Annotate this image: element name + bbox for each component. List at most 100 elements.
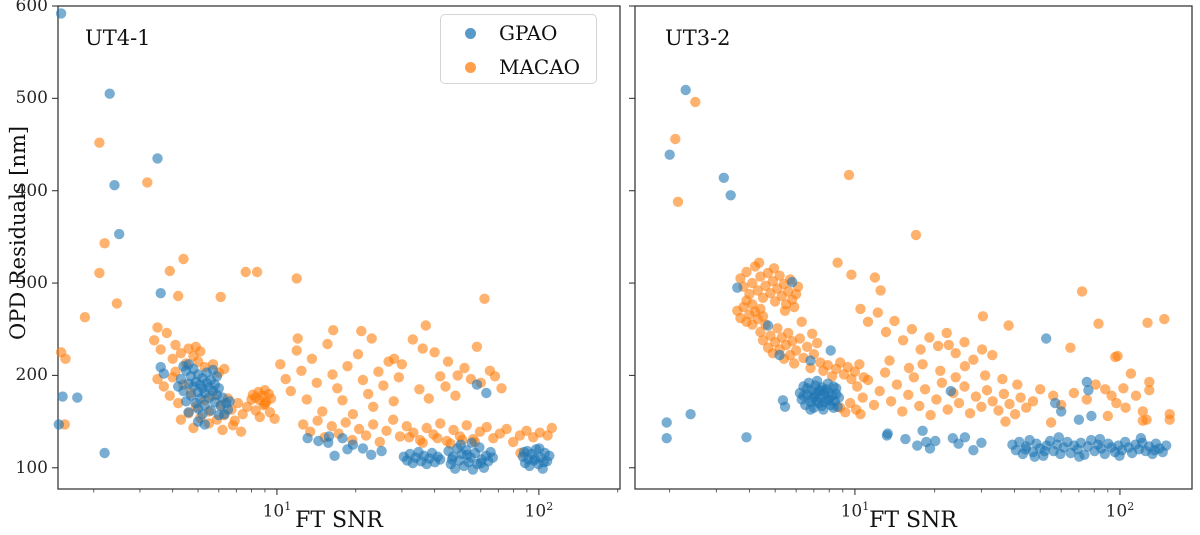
data-point xyxy=(805,404,816,415)
data-point xyxy=(772,323,783,334)
data-point xyxy=(393,372,404,383)
data-point xyxy=(363,388,374,400)
data-point xyxy=(1161,440,1172,451)
data-point xyxy=(332,383,343,394)
data-point xyxy=(1012,379,1023,390)
legend-marker-icon xyxy=(465,28,476,39)
data-point xyxy=(435,418,446,429)
data-point xyxy=(366,449,377,460)
data-point xyxy=(1027,396,1039,407)
data-point xyxy=(501,423,512,435)
data-point xyxy=(104,88,115,99)
data-point xyxy=(173,381,184,392)
data-point xyxy=(959,361,971,372)
y-tick-label: 500 xyxy=(15,88,48,109)
data-point xyxy=(373,366,384,377)
data-point xyxy=(178,253,189,265)
panel-title-left: UT4-1 xyxy=(85,26,151,50)
data-point xyxy=(757,292,769,303)
data-point xyxy=(164,390,175,401)
data-point xyxy=(280,373,291,385)
data-point xyxy=(903,389,914,400)
data-point xyxy=(72,392,83,403)
data-point xyxy=(868,399,880,411)
data-point xyxy=(854,359,865,370)
data-point xyxy=(801,383,813,394)
data-point xyxy=(327,369,338,380)
data-point xyxy=(835,357,846,368)
data-point xyxy=(328,325,339,336)
data-point xyxy=(741,432,752,443)
data-point xyxy=(953,438,964,449)
data-point xyxy=(903,362,915,374)
data-point xyxy=(435,371,446,382)
data-point xyxy=(199,419,210,430)
data-point xyxy=(670,133,681,145)
legend-item-macao: MACAO xyxy=(441,52,596,83)
data-point xyxy=(875,285,886,296)
data-point xyxy=(442,356,454,367)
data-point xyxy=(360,430,372,441)
data-point xyxy=(183,359,194,370)
data-point xyxy=(347,409,359,420)
data-point xyxy=(466,437,477,448)
series-macao xyxy=(55,137,557,459)
data-point xyxy=(79,312,91,323)
data-point xyxy=(205,405,217,416)
data-point xyxy=(323,431,335,442)
data-point xyxy=(158,368,169,379)
data-point xyxy=(99,447,110,459)
data-point xyxy=(1149,445,1160,456)
data-point xyxy=(149,335,160,346)
panel-title-right: UT3-2 xyxy=(665,26,731,50)
data-point xyxy=(855,409,866,420)
data-point xyxy=(452,370,463,381)
data-point xyxy=(925,409,936,421)
data-point xyxy=(998,388,1010,400)
data-point xyxy=(762,320,774,331)
data-point xyxy=(388,353,400,364)
data-point xyxy=(215,291,226,303)
data-point xyxy=(976,437,987,448)
data-point xyxy=(161,327,172,339)
data-point xyxy=(394,431,406,442)
data-point xyxy=(158,381,169,392)
data-point xyxy=(1142,317,1153,328)
data-point xyxy=(534,443,545,454)
data-point xyxy=(414,384,425,395)
data-point xyxy=(1020,402,1032,413)
y-tick-label: 600 xyxy=(15,0,48,16)
data-point xyxy=(1110,351,1121,363)
data-point xyxy=(725,190,736,201)
data-point xyxy=(401,421,412,432)
data-point xyxy=(312,415,323,426)
data-point xyxy=(404,432,415,443)
data-point xyxy=(432,433,443,444)
data-point xyxy=(1120,402,1131,413)
x-tick-label: 101 xyxy=(262,500,292,522)
data-point xyxy=(489,371,501,382)
data-point xyxy=(258,399,269,411)
data-point xyxy=(217,424,228,436)
data-point xyxy=(685,409,696,420)
data-point xyxy=(175,348,187,359)
data-point xyxy=(885,396,897,407)
data-point xyxy=(459,362,470,374)
data-point xyxy=(768,263,780,274)
data-point xyxy=(357,443,369,454)
data-point xyxy=(879,367,891,378)
data-point xyxy=(741,266,752,278)
legend-marker-icon xyxy=(465,62,476,73)
data-point xyxy=(173,397,184,409)
data-point xyxy=(296,365,307,376)
data-point xyxy=(479,293,490,304)
data-point xyxy=(831,383,842,394)
data-point xyxy=(1053,432,1065,443)
data-point xyxy=(932,340,944,352)
data-point xyxy=(811,337,823,349)
data-point xyxy=(164,265,175,277)
data-point xyxy=(1106,390,1117,401)
data-point xyxy=(805,355,816,366)
data-point xyxy=(269,413,280,424)
y-tick-label: 100 xyxy=(15,457,48,478)
